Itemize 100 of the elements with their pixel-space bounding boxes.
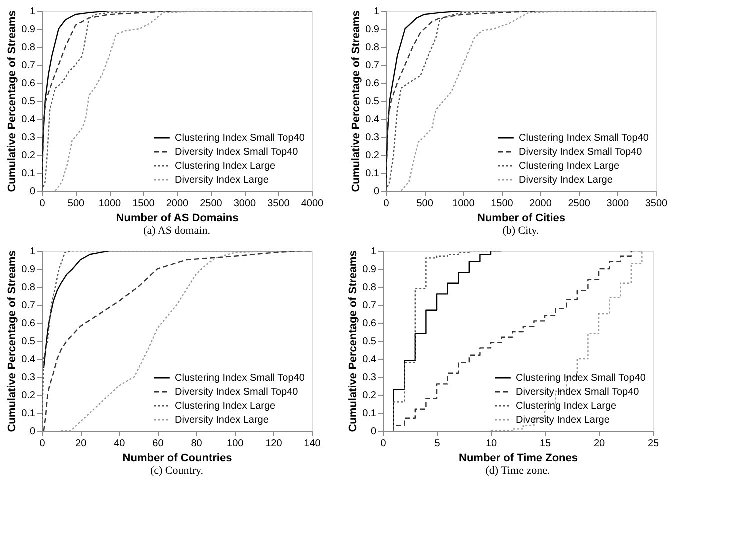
y-tick-label: 0.2 <box>22 390 36 402</box>
legend-label: Clustering Index Large <box>516 401 618 412</box>
y-tick-label: 0 <box>370 426 377 438</box>
x-tick-label: 1500 <box>132 198 156 210</box>
legend-label: Clustering Index Small Top40 <box>175 373 306 384</box>
y-axis-title: Cumulative Percentage of Streams <box>350 10 363 192</box>
x-tick-label: 5 <box>434 438 441 450</box>
x-tick-label: 500 <box>68 198 86 210</box>
text: (b) City. <box>502 225 540 237</box>
y-tick-label: 0.7 <box>362 300 377 312</box>
text: (d) Time zone. <box>486 465 550 477</box>
y-axis-title: Cumulative Percentage of Streams <box>6 250 19 432</box>
legend-label: Diversity Index Small Top40 <box>516 387 640 398</box>
x-tick-label: 40 <box>114 438 126 450</box>
x-axis-title: Number of Cities <box>477 212 566 224</box>
legend-label: Diversity Index Large <box>519 175 614 186</box>
legend-label: Clustering Index Large <box>175 401 276 412</box>
y-tick-label: 0.5 <box>366 96 380 108</box>
y-tick-label: 0.9 <box>22 24 36 36</box>
y-tick-label: 0.8 <box>366 42 380 54</box>
x-tick-label: 80 <box>191 438 203 450</box>
y-tick-label: 1 <box>30 246 36 258</box>
x-tick-label: 20 <box>76 438 88 450</box>
y-tick-label: 0.8 <box>22 42 36 54</box>
y-tick-label: 0.2 <box>366 150 380 162</box>
x-tick-label: 100 <box>227 438 244 450</box>
x-tick-label: 4000 <box>301 198 324 210</box>
x-tick-label: 1500 <box>491 198 514 210</box>
legend-label: Clustering Index Small Top40 <box>516 373 646 384</box>
y-tick-label: 0.8 <box>362 282 377 294</box>
x-tick-label: 60 <box>152 438 164 450</box>
x-tick-label: 120 <box>266 438 283 450</box>
x-tick-label: 15 <box>540 438 552 450</box>
y-tick-label: 0.9 <box>366 24 380 36</box>
y-tick-label: 0.3 <box>362 372 377 384</box>
x-tick-label: 0 <box>384 198 390 210</box>
y-tick-label: 0.9 <box>362 264 377 276</box>
y-tick-label: 0.3 <box>22 372 36 384</box>
legend-label: Clustering Index Large <box>175 161 276 172</box>
x-tick-label: 140 <box>304 438 322 450</box>
x-tick-label: 3500 <box>268 198 290 210</box>
y-tick-label: 1 <box>374 6 380 18</box>
x-tick-label: 0 <box>40 438 46 450</box>
y-tick-label: 0.7 <box>22 60 36 72</box>
legend-label: Clustering Index Small Top40 <box>519 133 650 144</box>
x-tick-label: 500 <box>416 198 434 210</box>
y-tick-label: 0.8 <box>22 282 36 294</box>
y-tick-label: 0.9 <box>22 264 36 276</box>
legend-label: Diversity Index Large <box>175 175 270 186</box>
legend-label: Diversity Index Large <box>516 415 610 426</box>
y-tick-label: 0.6 <box>22 78 36 90</box>
y-tick-label: 0.2 <box>362 390 377 402</box>
text: (c) Country. <box>150 465 204 477</box>
legend-label: Diversity Index Small Top40 <box>519 147 643 158</box>
legend-label: Diversity Index Small Top40 <box>175 147 299 158</box>
y-tick-label: 0.5 <box>362 336 377 348</box>
y-tick-label: 0 <box>30 426 36 438</box>
x-tick-label: 1000 <box>98 198 122 210</box>
x-tick-label: 20 <box>594 438 606 450</box>
x-tick-label: 0 <box>40 198 46 210</box>
legend-label: Diversity Index Small Top40 <box>175 387 299 398</box>
text: (a) AS domain. <box>144 225 211 237</box>
legend-label: Clustering Index Small Top40 <box>175 133 306 144</box>
x-tick-label: 2000 <box>530 198 552 210</box>
x-axis-title: Number of Time Zones <box>459 452 578 464</box>
x-tick-label: 2500 <box>568 198 591 210</box>
y-tick-label: 1 <box>30 6 36 18</box>
x-tick-label: 3500 <box>645 198 668 210</box>
y-tick-label: 0.4 <box>22 114 36 126</box>
x-tick-label: 3000 <box>606 198 630 210</box>
y-tick-label: 0.1 <box>366 168 380 180</box>
y-tick-label: 0.5 <box>22 336 36 348</box>
y-tick-label: 0.4 <box>22 354 36 366</box>
x-tick-label: 2500 <box>200 198 223 210</box>
y-tick-label: 0.3 <box>22 132 36 144</box>
y-tick-label: 0.1 <box>362 408 377 420</box>
y-tick-label: 0.7 <box>22 300 36 312</box>
y-tick-label: 1 <box>370 246 377 258</box>
x-axis-title: Number of AS Domains <box>116 212 239 224</box>
y-tick-label: 0 <box>374 186 380 198</box>
x-tick-label: 1000 <box>452 198 476 210</box>
x-tick-label: 10 <box>486 438 498 450</box>
y-tick-label: 0.7 <box>366 60 380 72</box>
y-tick-label: 0.6 <box>366 78 380 90</box>
x-tick-label: 3000 <box>234 198 257 210</box>
y-tick-label: 0.4 <box>366 114 380 126</box>
y-tick-label: 0.4 <box>362 354 377 366</box>
y-tick-label: 0.6 <box>22 318 36 330</box>
y-tick-label: 0.6 <box>362 318 377 330</box>
x-axis-title: Number of Countries <box>122 452 232 464</box>
x-tick-label: 25 <box>648 438 660 450</box>
y-tick-label: 0.5 <box>22 96 36 108</box>
y-tick-label: 0.1 <box>22 168 36 180</box>
x-tick-label: 2000 <box>166 198 190 210</box>
legend-label: Diversity Index Large <box>175 415 270 426</box>
y-tick-label: 0 <box>30 186 36 198</box>
x-tick-label: 0 <box>380 438 387 450</box>
y-axis-title: Cumulative Percentage of Streams <box>6 10 19 192</box>
y-tick-label: 0.3 <box>366 132 380 144</box>
y-axis-title: Cumulative Percentage of Streams <box>348 250 360 432</box>
